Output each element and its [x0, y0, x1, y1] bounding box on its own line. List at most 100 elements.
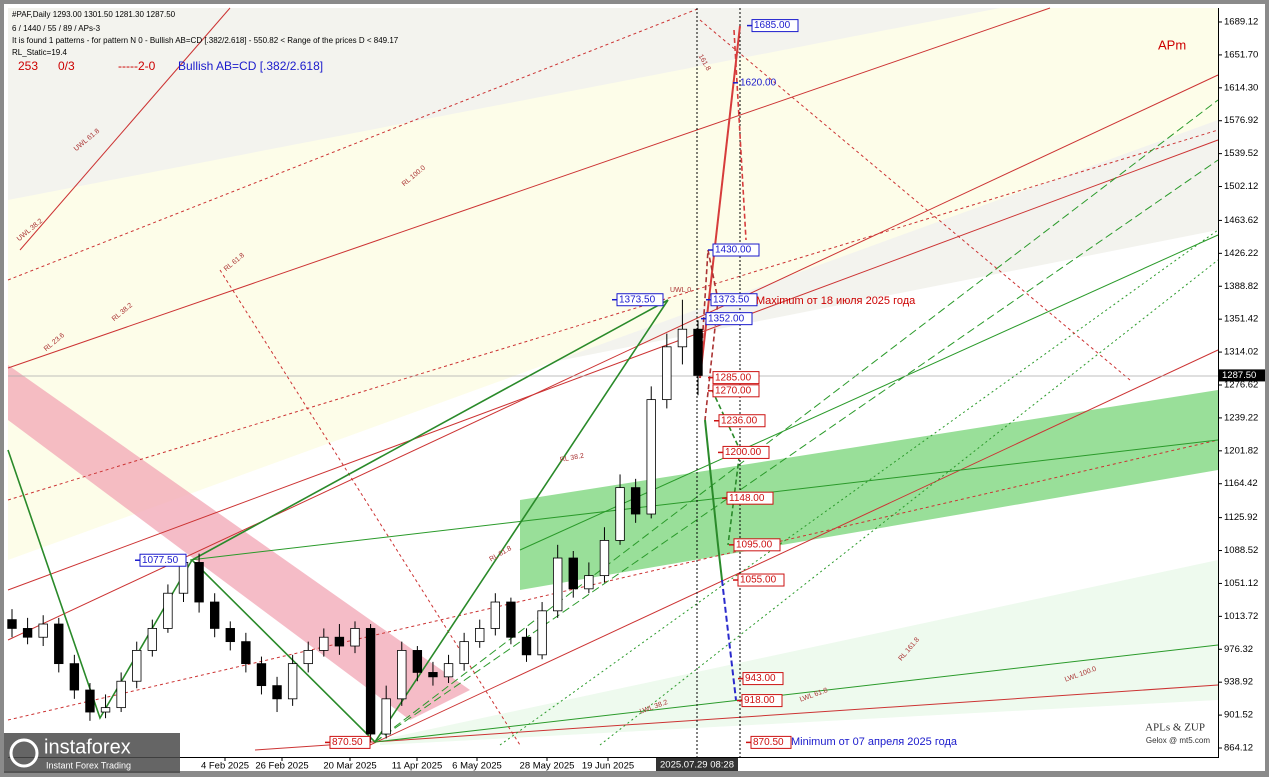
candle-body: [490, 601, 501, 629]
info-line: RL_Static=19.4: [12, 48, 67, 57]
candle-body: [693, 328, 703, 376]
info-line: 6 / 1440 / 55 / 89 / APs-3: [12, 24, 101, 33]
cursor-time: 2025.07.29 08:28: [660, 760, 734, 771]
candle-body: [132, 650, 142, 682]
x-tick-label: 11 Apr 2025: [392, 761, 443, 772]
x-tick-label: 19 Jun 2025: [582, 761, 634, 772]
level-label: 943.00: [745, 673, 776, 684]
level-label: 1373.50: [619, 294, 656, 305]
candle-body: [69, 663, 80, 691]
candle-body: [350, 628, 360, 647]
y-tick-label: 1576.92: [1224, 115, 1258, 126]
candle-body: [85, 689, 95, 713]
channel-lines: [7, 7, 1219, 757]
level-label: 1055.00: [740, 575, 777, 586]
x-tick-label: 26 Feb 2025: [255, 761, 308, 772]
y-tick-label: 1276.62: [1224, 380, 1258, 391]
level-label: 1620.00: [740, 77, 777, 88]
y-tick-label: 1314.02: [1224, 347, 1258, 358]
level-label: 918.00: [744, 695, 775, 706]
background-zones: [8, 8, 1218, 745]
candle-body: [412, 650, 423, 673]
level-box: [742, 672, 784, 686]
level-box: [751, 19, 799, 33]
candle-body: [225, 628, 235, 643]
plot: 1689.12 1651.70 1614.30 1576.92 1539.52 1502.…: [7, 16, 1265, 772]
candle-body: [100, 707, 111, 713]
candle-body: [397, 650, 407, 700]
logo: instaforex: [44, 736, 131, 758]
y-tick-label: 1651.70: [1224, 49, 1258, 60]
candle-body: [209, 601, 220, 629]
candle-body: [599, 540, 610, 577]
line-label: UWL 0: [670, 287, 691, 294]
y-tick-label: 976.32: [1224, 644, 1253, 655]
candle-body: [163, 592, 173, 629]
logo-icon: [9, 738, 39, 768]
cursor-time-box: [656, 758, 738, 771]
level-box: [139, 553, 187, 567]
y-tick-label: 1164.42: [1224, 478, 1258, 489]
candle-body: [537, 610, 547, 656]
candle-body: [147, 628, 158, 651]
candle-body: [116, 680, 126, 709]
candle-body: [272, 685, 282, 700]
level-label: 1430.00: [715, 245, 752, 256]
level-box: [329, 735, 371, 749]
y-tick-label: 864.12: [1224, 743, 1253, 754]
level-box: [616, 293, 664, 307]
candle-body: [615, 487, 625, 541]
level-box: [733, 538, 781, 552]
level-box: [726, 491, 774, 505]
y-tick-label: 1502.12: [1224, 181, 1258, 192]
candle-body: [365, 628, 376, 735]
candle-body: [287, 663, 298, 700]
candle-body: [475, 628, 485, 643]
y-tick-label: 1539.52: [1224, 148, 1258, 159]
level-label: 1200.00: [725, 447, 762, 458]
candle-body: [677, 328, 688, 348]
y-tick-label: 1051.12: [1224, 578, 1258, 589]
y-tick-label: 901.52: [1224, 710, 1253, 721]
x-axis-line: [8, 757, 1219, 758]
y-tick-label: 1388.82: [1224, 281, 1258, 292]
level-label: 1352.00: [708, 313, 745, 324]
level-box: [741, 694, 783, 708]
status: 0/3: [58, 59, 75, 73]
y-axis-line: [1218, 8, 1219, 757]
x-tick-label: 4 Feb 2025: [201, 761, 249, 772]
candle-body: [178, 562, 189, 594]
level-box: [710, 293, 758, 307]
candle-body: [54, 623, 64, 665]
level-label: 870.50: [753, 737, 784, 748]
level-box: [737, 573, 785, 587]
candle-body: [7, 619, 17, 629]
level-label: 1285.00: [715, 372, 752, 383]
level-box: [718, 414, 766, 428]
pattern-name: Bullish AB=CD [.382/2.618]: [178, 59, 323, 73]
level-label: 1685.00: [754, 20, 791, 31]
level-box: [705, 312, 753, 326]
x-tick-label: 28 May 2025: [520, 761, 575, 772]
candle-body: [38, 623, 48, 638]
min-note: Minimum от 07 апреля 2025 года: [791, 736, 958, 748]
candle-body: [646, 399, 656, 515]
x-tick-label: 20 Mar 2025: [323, 761, 376, 772]
level-label: 1236.00: [721, 415, 758, 426]
candle-body: [630, 487, 641, 515]
candle-body: [381, 698, 391, 735]
level-box: [722, 445, 770, 459]
y-tick-label: 1463.62: [1224, 215, 1258, 226]
candle-body: [256, 663, 267, 687]
candle-body: [459, 641, 469, 665]
candle-body: [319, 636, 329, 651]
y-tick-label: 1239.22: [1224, 412, 1258, 423]
last-price-box: [1219, 369, 1265, 382]
y-tick-label: 1614.30: [1224, 82, 1258, 93]
candle-body: [552, 557, 563, 612]
level-label: 1148.00: [729, 493, 765, 504]
credit: APLs & ZUP: [1145, 722, 1205, 734]
x-tick-label: 6 May 2025: [452, 761, 502, 772]
apm-label: APm: [1158, 37, 1186, 52]
